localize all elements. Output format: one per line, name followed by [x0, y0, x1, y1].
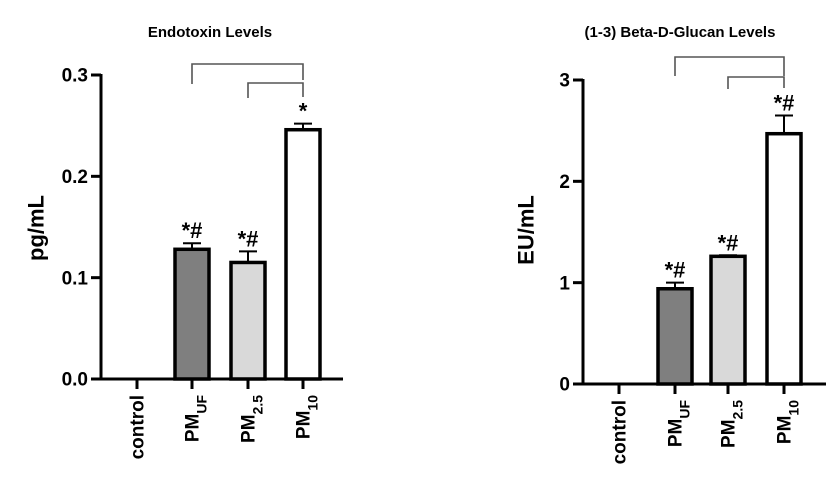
x-tick-label: PM10 — [294, 395, 321, 439]
chart-panel-0: Endotoxin Levels pg/mL 0.0 0.1 0.2 0.3 control… — [24, 24, 343, 459]
x-tick-label-main: control — [610, 400, 631, 464]
y-tick-label: 3 — [559, 71, 570, 92]
x-tick-label: PMUF — [183, 395, 210, 443]
y-axis-label: pg/mL — [24, 195, 49, 261]
significance-marker: *# — [774, 90, 795, 115]
chart-panel-1: (1-3) Beta-D-Glucan Levels EU/mL 0 1 2 3 contr… — [514, 24, 826, 464]
x-tick-label-main: PM — [719, 419, 740, 448]
y-tick-label: 2 — [559, 172, 570, 193]
x-tick-label-main: control — [128, 395, 149, 459]
y-tick-label: 0.1 — [62, 268, 89, 289]
x-tick-label-main: PM — [294, 411, 315, 440]
y-axis-label: EU/mL — [514, 195, 539, 265]
significance-marker: *# — [182, 218, 203, 243]
bar-pmuf — [656, 286, 694, 386]
x-tick-label-main: PM — [239, 414, 260, 443]
x-tick-label: control — [610, 400, 631, 464]
x-tick-label: PMUF — [666, 400, 693, 448]
significance-marker: *# — [665, 258, 686, 283]
x-tick-label-main: PM — [775, 416, 796, 445]
x-tick-label-subscript: 10 — [305, 395, 321, 411]
x-tick-label: PM2.5 — [719, 400, 746, 448]
x-tick-label: PM10 — [775, 400, 802, 444]
x-tick-label-main: PM — [666, 419, 687, 448]
bar-pm25 — [229, 260, 267, 381]
bar-pmuf — [173, 247, 211, 381]
x-tick-label-subscript: 10 — [786, 400, 802, 416]
comparison-bracket — [191, 63, 304, 84]
y-tick-label: 0.0 — [62, 370, 88, 391]
y-tick-label: 1 — [559, 273, 570, 294]
x-tick-label: control — [128, 395, 149, 459]
x-tick-label-subscript: UF — [194, 395, 210, 414]
bar-pm10 — [284, 127, 322, 381]
y-tick-label: 0 — [559, 375, 570, 396]
chart-title: Endotoxin Levels — [148, 24, 272, 41]
x-tick-label: PM2.5 — [239, 395, 266, 443]
chart-title: (1-3) Beta-D-Glucan Levels — [585, 24, 776, 41]
significance-marker: *# — [238, 226, 259, 251]
bar-pm25 — [709, 254, 747, 386]
comparison-bracket — [727, 76, 785, 89]
y-tick-label: 0.3 — [62, 66, 88, 87]
y-tick-label: 0.2 — [62, 167, 88, 188]
x-tick-label-main: PM — [183, 414, 204, 443]
x-tick-label-subscript: 2.5 — [250, 395, 266, 415]
comparison-bracket — [247, 82, 304, 98]
significance-marker: *# — [718, 230, 739, 255]
x-tick-label-subscript: 2.5 — [730, 400, 746, 420]
bar-pm10 — [765, 131, 803, 386]
x-tick-label-subscript: UF — [677, 400, 693, 419]
significance-marker: * — [299, 99, 308, 124]
comparison-bracket — [674, 56, 785, 76]
